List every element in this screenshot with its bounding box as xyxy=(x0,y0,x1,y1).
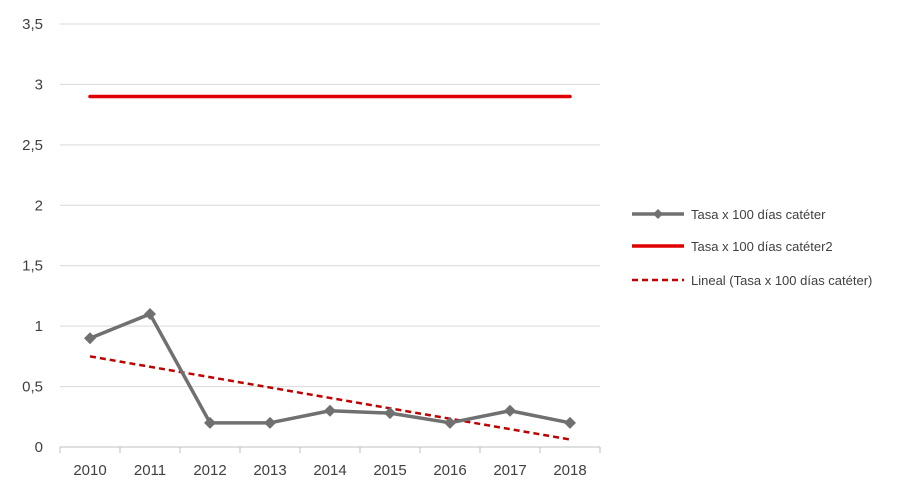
data-point xyxy=(504,404,516,417)
x-tick-label: 2010 xyxy=(73,462,106,479)
y-tick-label: 1,5 xyxy=(22,258,43,275)
x-tick-label: 2011 xyxy=(134,462,166,479)
x-axis: 2010 2011 2012 2013 2014 2015 2016 2017 2018 xyxy=(59,446,601,479)
x-tick-label: 2015 xyxy=(373,462,406,479)
x-tick-label: 2017 xyxy=(493,462,526,479)
y-tick-label: 3,5 xyxy=(22,16,43,33)
legend-label: Tasa x 100 días catéter xyxy=(691,207,826,222)
data-point xyxy=(144,308,156,321)
x-tick-label: 2016 xyxy=(433,462,466,479)
data-point xyxy=(564,416,576,429)
gridlines xyxy=(60,23,600,388)
legend-label: Tasa x 100 días catéter2 xyxy=(691,239,833,254)
y-tick-label: 1 xyxy=(35,318,43,335)
y-tick-label: 0,5 xyxy=(22,379,43,396)
y-tick-label: 0 xyxy=(35,439,43,456)
data-point xyxy=(264,416,276,429)
y-tick-label: 3 xyxy=(35,76,43,93)
legend-marker xyxy=(653,209,663,219)
data-point xyxy=(324,404,336,417)
series-line xyxy=(89,355,571,441)
y-tick-label: 2 xyxy=(35,197,43,214)
data-point xyxy=(384,407,396,420)
x-tick-label: 2018 xyxy=(553,462,586,479)
legend: Tasa x 100 días catéter Tasa x 100 días c… xyxy=(632,207,872,288)
x-tick-label: 2013 xyxy=(253,462,286,479)
data-point xyxy=(204,416,216,429)
legend-label: Lineal (Tasa x 100 días catéter) xyxy=(691,273,872,288)
y-axis-tick-labels: 0 0,5 1 1,5 2 2,5 3 3,5 xyxy=(22,16,43,456)
series-layer xyxy=(84,94,576,441)
x-tick-label: 2012 xyxy=(193,462,226,479)
y-tick-label: 2,5 xyxy=(22,137,43,154)
data-point xyxy=(444,416,456,429)
data-point xyxy=(84,332,96,345)
x-tick-label: 2014 xyxy=(313,462,346,479)
